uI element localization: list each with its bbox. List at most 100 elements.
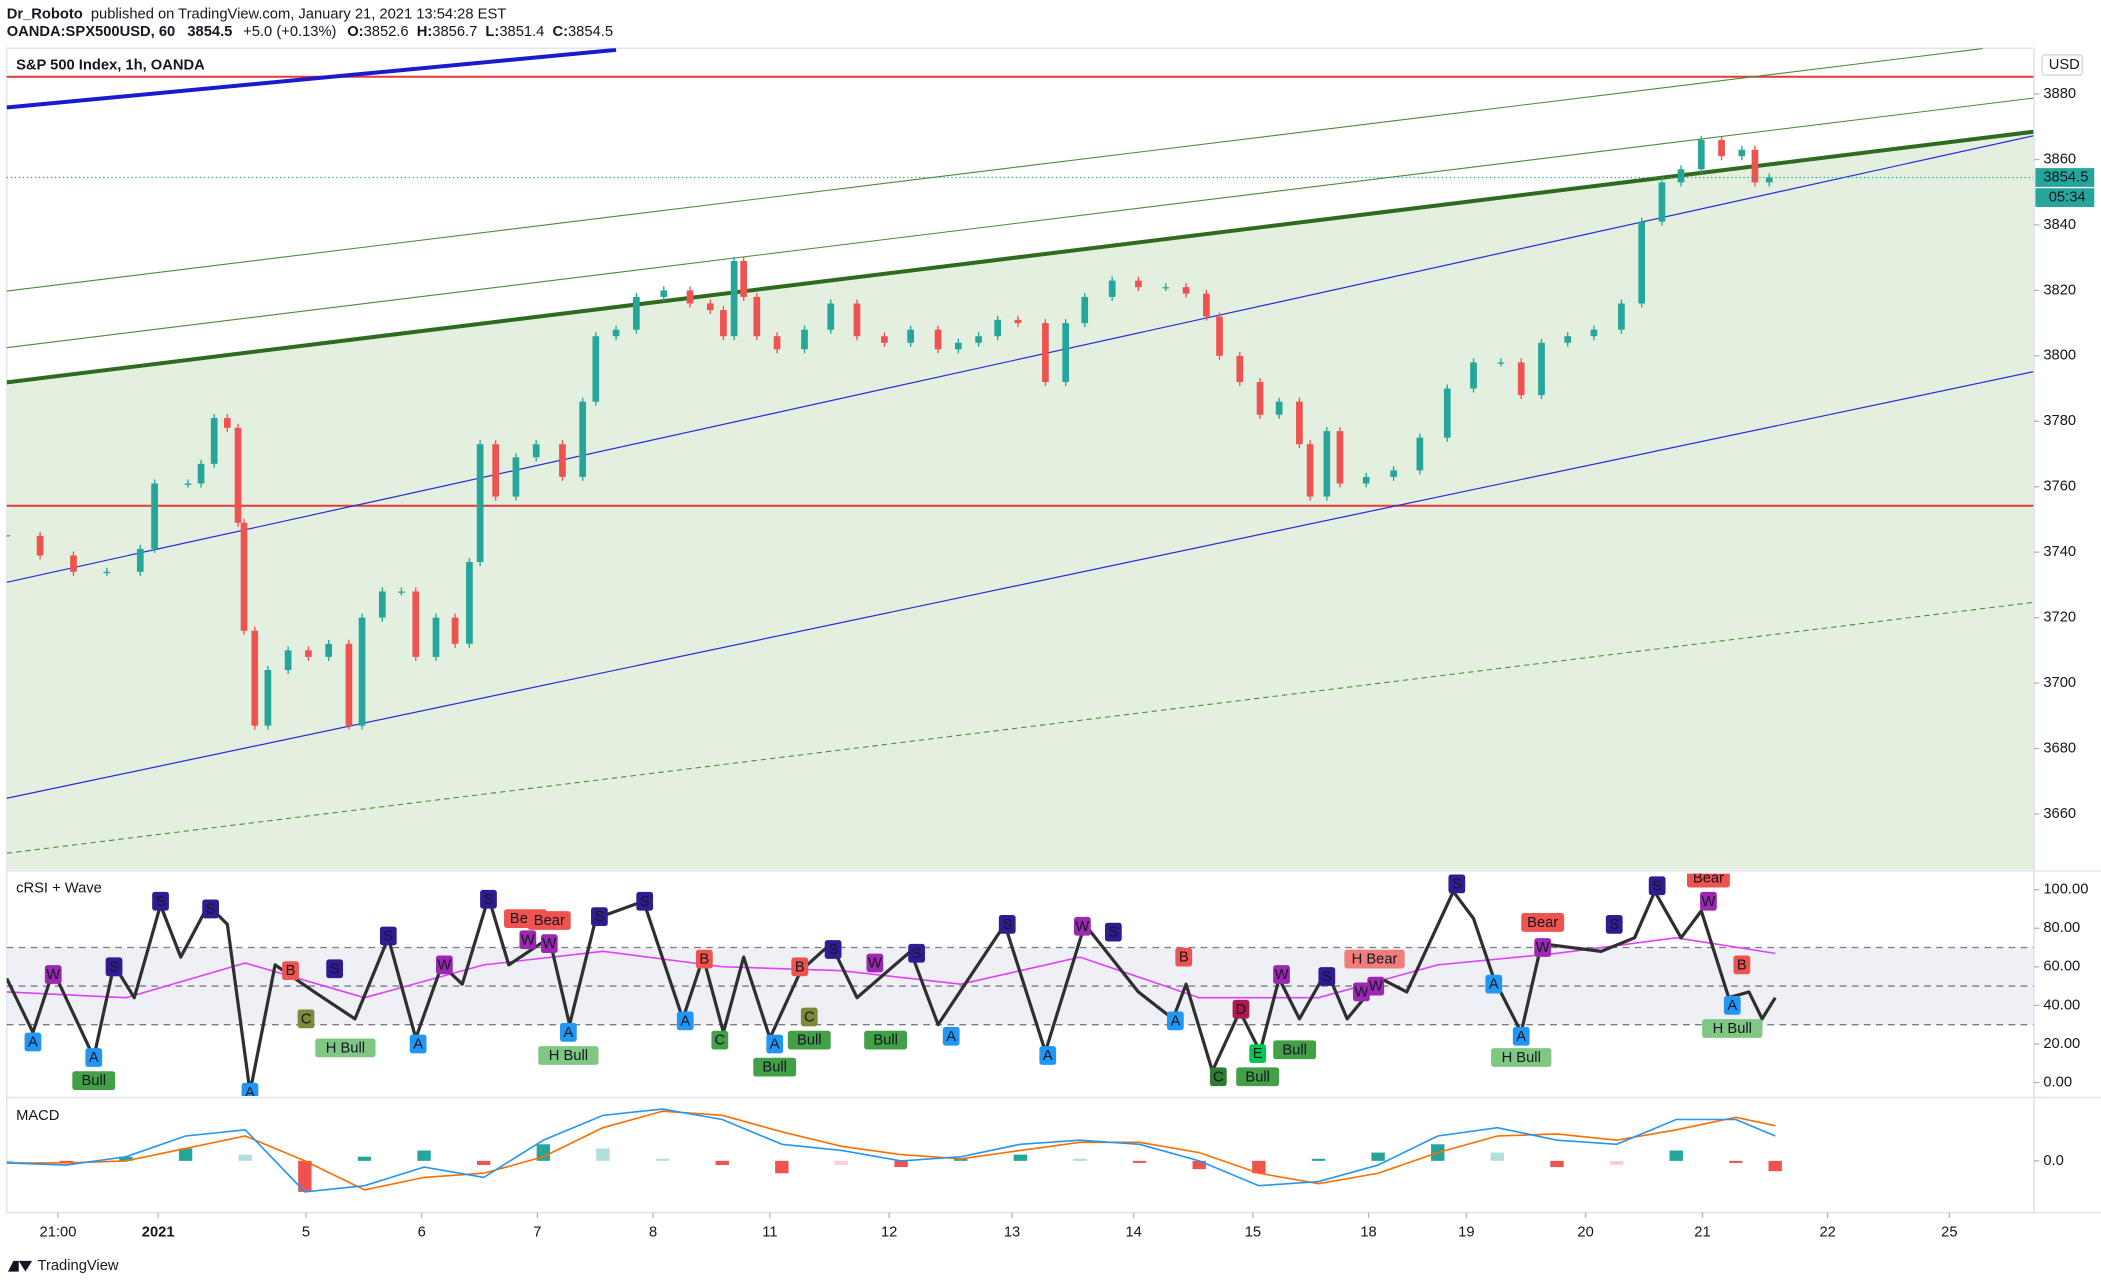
- candle: [1718, 139, 1725, 157]
- macd-pane: [6, 1108, 1782, 1193]
- candle: [197, 463, 205, 484]
- histogram-bar: [59, 1160, 74, 1163]
- signal-label: W: [437, 957, 451, 973]
- candle: [1517, 362, 1525, 396]
- signal-marker: [538, 1046, 599, 1065]
- price-pane: [6, 48, 2035, 870]
- signal-marker: [297, 1009, 315, 1029]
- signal-label: S: [383, 929, 393, 945]
- histogram-bar: [1729, 1160, 1743, 1163]
- signal-label: A: [1727, 998, 1737, 1014]
- signal-marker: [480, 889, 497, 909]
- signal-label: W: [1536, 940, 1550, 956]
- histogram-bar: [1609, 1160, 1624, 1166]
- candle: [1362, 476, 1370, 484]
- candle: [1538, 342, 1545, 396]
- ohlc-value: 3856.7: [432, 24, 477, 40]
- candle: [1042, 323, 1049, 383]
- signal-label: B: [1737, 957, 1747, 973]
- signal-label: B: [795, 959, 805, 975]
- signal-label: W: [1354, 984, 1368, 1000]
- signal-label: S: [1609, 917, 1619, 933]
- logo-mark: [8, 1260, 33, 1272]
- signal-label: S: [109, 959, 119, 975]
- pane-title: MACD: [16, 1108, 59, 1124]
- candle: [466, 562, 473, 644]
- signal-label: A: [245, 1085, 255, 1101]
- brand: TradingView: [38, 1258, 119, 1274]
- countdown: 05:34: [2049, 189, 2086, 205]
- signal-marker: [1353, 982, 1370, 1002]
- x-tick-label: 22: [1820, 1225, 1836, 1241]
- histogram-bar: [655, 1158, 670, 1161]
- signal-marker: [282, 961, 299, 981]
- candle: [345, 643, 353, 726]
- signal-label: S: [912, 946, 922, 962]
- candle: [975, 336, 982, 343]
- author: Dr_Roboto: [7, 7, 83, 23]
- signal-marker: [105, 957, 123, 977]
- signal-marker: [1273, 965, 1290, 984]
- y-tick-label: 3860: [2043, 151, 2076, 167]
- signal-marker: [85, 1048, 103, 1067]
- x-tick-label: 11: [762, 1225, 777, 1241]
- signal-label: H Bear: [1352, 952, 1398, 968]
- ohlc-label: H:: [417, 24, 433, 40]
- signal-marker: [152, 891, 169, 911]
- x-tick-label: 20: [1577, 1225, 1593, 1241]
- histogram-bar: [1013, 1154, 1028, 1161]
- signal-marker: [676, 1011, 694, 1031]
- x-tick-label: 13: [1004, 1225, 1020, 1241]
- candle: [660, 290, 668, 297]
- signal-label: H Bull: [1502, 1050, 1541, 1066]
- candle: [773, 336, 781, 350]
- candle: [1203, 293, 1210, 317]
- candle: [1296, 401, 1303, 445]
- ohlc-label: C:: [552, 24, 568, 40]
- signal-label: S: [1322, 969, 1332, 985]
- signal-label: S: [594, 909, 604, 925]
- candle: [325, 643, 333, 657]
- signal-label: Bear: [534, 913, 565, 929]
- published: published on TradingView.com, January 21…: [91, 7, 506, 23]
- signal-marker: [540, 934, 558, 954]
- last-price-label: 3854.5: [2043, 169, 2088, 185]
- signal-label: S: [1452, 876, 1462, 892]
- signal-marker: [753, 1057, 797, 1077]
- candle: [1162, 287, 1170, 289]
- candle: [1677, 169, 1685, 183]
- candle: [240, 522, 248, 631]
- candle: [720, 310, 727, 337]
- y-tick-label: 40.00: [2043, 997, 2080, 1013]
- candle: [1738, 149, 1746, 157]
- y-tick-label: 3820: [2043, 282, 2076, 298]
- change: +5.0 (+0.13%): [243, 24, 336, 40]
- signal-marker: [379, 926, 397, 946]
- indicator-line: [6, 889, 1777, 1094]
- signal-label: C: [301, 1011, 312, 1027]
- histogram-bar: [238, 1154, 252, 1161]
- signal-marker: [908, 943, 925, 963]
- signal-marker: [1236, 1067, 1280, 1087]
- signal-label: A: [1043, 1048, 1053, 1064]
- signal-marker: [1344, 949, 1405, 969]
- signal-marker: [1687, 873, 1730, 888]
- x-tick-label: 12: [881, 1225, 897, 1241]
- candle: [1081, 296, 1089, 324]
- candle: [1256, 382, 1264, 415]
- last-price: 3854.5: [187, 24, 232, 40]
- candle: [559, 444, 566, 477]
- trend-line: [6, 97, 2035, 349]
- y-tick-label: 3700: [2043, 675, 2076, 691]
- histogram-bar: [1073, 1158, 1087, 1161]
- signal-marker: [1104, 922, 1122, 942]
- trend-line: [6, 370, 2035, 799]
- signal-label: W: [521, 932, 535, 948]
- candle: [512, 457, 520, 497]
- countdown-box: [2035, 188, 2095, 207]
- signal-label: A: [770, 1037, 780, 1053]
- histogram-bar: [1192, 1160, 1206, 1170]
- signal-label: S: [640, 894, 650, 910]
